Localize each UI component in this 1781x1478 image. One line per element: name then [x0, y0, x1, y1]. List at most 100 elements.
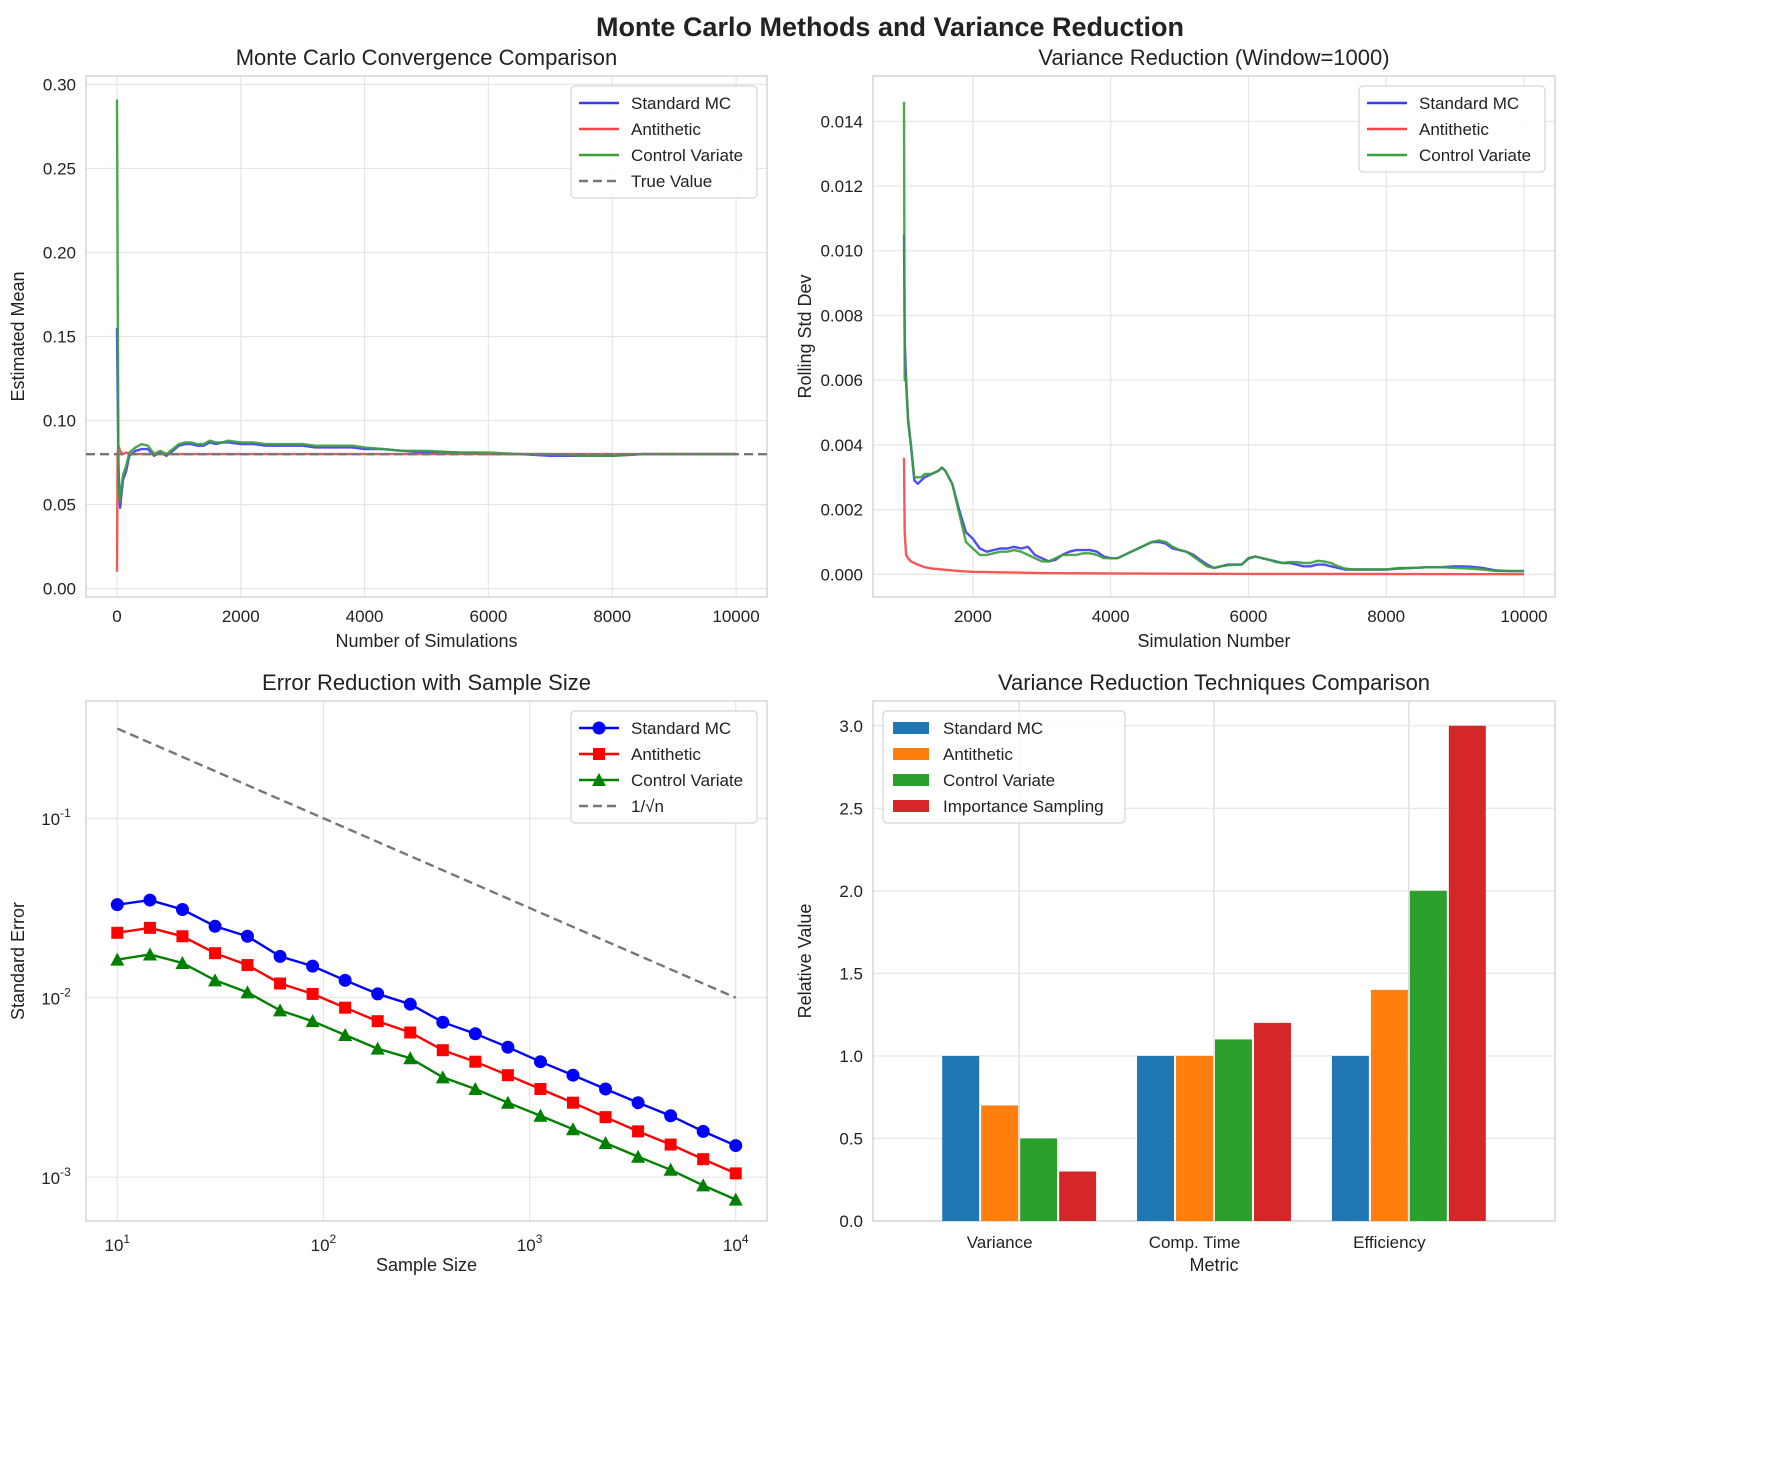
legend-label-antithetic: Antithetic	[631, 745, 701, 764]
plot-area	[872, 75, 1556, 598]
data-point-antithetic	[599, 1111, 612, 1124]
legend-label-standard-mc: Standard MC	[631, 719, 731, 738]
y-tick-label: 1.5	[839, 964, 863, 983]
data-point-standard-mc	[501, 1040, 515, 1054]
bar-standard-mc-comp-time	[1137, 1055, 1175, 1221]
legend-label-standard-mc: Standard MC	[631, 94, 731, 113]
data-point-standard-mc	[110, 898, 124, 912]
y-tick-label: 0.10	[43, 412, 76, 431]
bar-antithetic-efficiency	[1370, 989, 1408, 1221]
data-point-antithetic	[664, 1138, 677, 1151]
x-tick-label: 8000	[1367, 607, 1405, 626]
y-tick-label: 0.000	[820, 565, 863, 584]
y-axis-label: Standard Error	[8, 902, 28, 1020]
data-point-standard-mc	[566, 1068, 580, 1082]
legend-marker-control-variate	[592, 773, 606, 786]
x-tick-label: 6000	[1230, 607, 1268, 626]
y-tick-label: 0.30	[43, 75, 76, 94]
data-point-standard-mc	[273, 949, 287, 963]
data-point-standard-mc	[696, 1124, 710, 1138]
data-point-standard-mc	[631, 1096, 645, 1110]
bar-importance-sampling-efficiency	[1448, 725, 1486, 1221]
y-tick-label: 0.05	[43, 496, 76, 515]
chart-title: Error Reduction with Sample Size	[262, 670, 591, 695]
y-tick-label: 0.004	[820, 436, 863, 455]
legend: Standard MC Antithetic Control Variate 1/√n	[570, 710, 758, 824]
data-point-antithetic	[176, 930, 189, 943]
data-point-antithetic	[143, 921, 156, 934]
y-tick-label: 0.15	[43, 328, 76, 347]
bar-control-variate-efficiency	[1409, 890, 1447, 1221]
legend-swatch-standard-mc	[893, 722, 929, 734]
reference-line	[116, 727, 737, 999]
data-point-control-variate	[175, 956, 190, 970]
data-point-standard-mc	[240, 929, 254, 943]
legend-swatch-control-variate	[893, 774, 929, 786]
data-point-control-variate	[338, 1027, 353, 1041]
legend-label-standard-mc: Standard MC	[943, 719, 1043, 738]
series-group	[86, 99, 767, 572]
data-point-antithetic	[404, 1026, 417, 1039]
data-point-control-variate	[240, 985, 255, 999]
data-point-antithetic	[632, 1125, 645, 1138]
y-tick-label: 0.0	[839, 1212, 863, 1231]
data-point-standard-mc	[599, 1082, 613, 1096]
legend-box	[1358, 85, 1546, 173]
y-tick-label: 10-3	[41, 1165, 71, 1188]
y-tick-label: 0.014	[820, 112, 863, 131]
data-point-control-variate	[110, 952, 125, 966]
y-tick-label: 10-1	[41, 806, 71, 829]
legend: Standard MC Antithetic Control Variate True…	[570, 85, 758, 199]
bar-importance-sampling-comp-time	[1253, 1022, 1291, 1221]
legend-label-antithetic: Antithetic	[1419, 120, 1489, 139]
series-group	[902, 101, 1525, 576]
y-tick-label: 0.008	[820, 306, 863, 325]
y-axis-label: Relative Value	[795, 904, 815, 1019]
legend-label-standard-mc: Standard MC	[1419, 94, 1519, 113]
data-point-antithetic	[469, 1055, 482, 1068]
x-tick-label: Efficiency	[1353, 1233, 1426, 1252]
bar-antithetic-variance	[981, 1105, 1019, 1221]
data-point-standard-mc	[371, 987, 385, 1001]
data-point-antithetic	[371, 1015, 384, 1028]
legend-label-true-value: True Value	[631, 172, 712, 191]
x-tick-label: 104	[723, 1232, 749, 1255]
data-point-control-variate	[533, 1108, 548, 1122]
data-point-antithetic	[501, 1069, 514, 1082]
figure-suptitle: Monte Carlo Methods and Variance Reducti…	[596, 12, 1184, 42]
x-tick-label: 10000	[1500, 607, 1547, 626]
data-point-antithetic	[306, 987, 319, 1000]
data-point-control-variate	[142, 947, 157, 961]
bar-control-variate-comp-time	[1215, 1039, 1252, 1221]
legend-marker-standard-mc	[592, 721, 606, 735]
series-line-control-variate	[115, 99, 736, 503]
data-point-standard-mc	[468, 1027, 482, 1041]
data-point-standard-mc	[436, 1015, 450, 1029]
legend-box	[570, 85, 758, 199]
x-tick-label: 8000	[593, 607, 631, 626]
x-tick-label: Variance	[967, 1233, 1033, 1252]
legend-box	[882, 710, 1126, 824]
data-point-antithetic	[339, 1001, 352, 1014]
data-point-antithetic	[436, 1044, 449, 1057]
data-point-antithetic	[111, 926, 124, 939]
plot-area	[85, 700, 768, 1222]
series-line-antithetic	[902, 457, 1525, 576]
series-line-control-variate	[117, 953, 737, 1201]
x-axis-label: Metric	[1190, 1255, 1239, 1275]
bar-antithetic-comp-time	[1176, 1055, 1213, 1221]
data-point-standard-mc	[143, 893, 157, 907]
data-point-antithetic	[209, 947, 222, 960]
series-line-antithetic	[115, 444, 736, 572]
y-tick-label: 0.5	[839, 1129, 863, 1148]
data-point-control-variate	[696, 1178, 711, 1192]
data-point-control-variate	[435, 1070, 450, 1084]
legend-marker-antithetic	[593, 748, 605, 760]
y-tick-label: 0.010	[820, 242, 863, 261]
data-point-antithetic	[697, 1153, 710, 1166]
legend: Standard MC Antithetic Control Variate Impo…	[882, 710, 1126, 824]
x-axis-label: Sample Size	[376, 1255, 477, 1275]
x-tick-label: 103	[517, 1232, 543, 1255]
data-point-control-variate	[663, 1162, 678, 1176]
x-axis-label: Number of Simulations	[335, 631, 517, 651]
